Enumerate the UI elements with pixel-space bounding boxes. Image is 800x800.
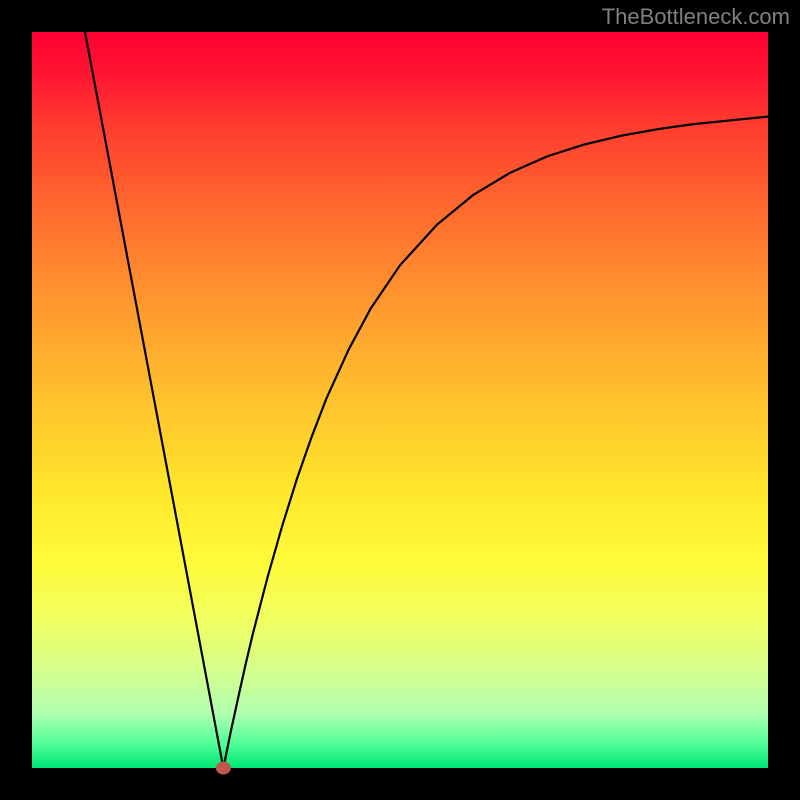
vertex-marker xyxy=(216,762,230,774)
chart-container: TheBottleneck.com xyxy=(0,0,800,800)
plot-background-gradient xyxy=(32,32,768,768)
attribution-text: TheBottleneck.com xyxy=(602,4,790,30)
bottleneck-chart xyxy=(0,0,800,800)
